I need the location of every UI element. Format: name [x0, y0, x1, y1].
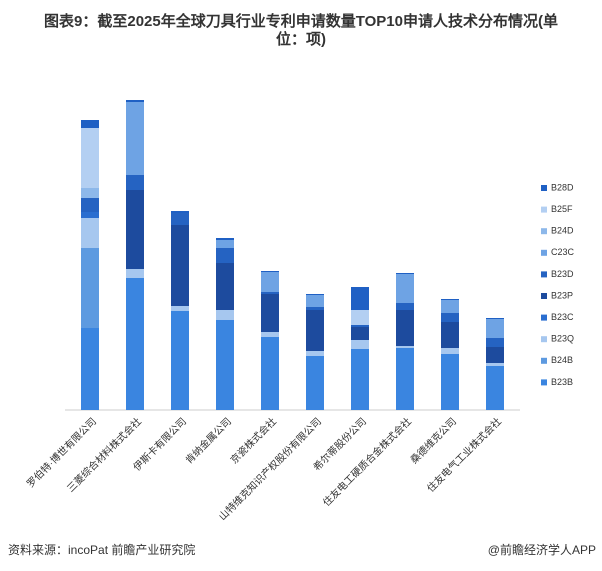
legend-label: B23B: [551, 377, 573, 387]
bar-segment: [216, 263, 234, 310]
bar-segment: [261, 292, 279, 294]
legend-swatch: [541, 379, 547, 386]
bar-segment: [351, 325, 369, 327]
bar-segment: [441, 299, 459, 300]
bar-segment: [81, 188, 99, 198]
source: 资料来源：incoPat 前瞻产业研究院: [8, 542, 195, 557]
bar-segment: [441, 348, 459, 354]
legend-swatch: [541, 314, 547, 321]
bar-segment: [351, 310, 369, 325]
bar-segment: [486, 338, 504, 347]
bar-segment: [441, 354, 459, 410]
bar-segment: [351, 287, 369, 310]
bar-segment: [81, 212, 99, 218]
legend-swatch: [541, 336, 547, 343]
bar-segment: [126, 102, 144, 175]
legend-label: B28D: [551, 182, 574, 192]
bar-segment: [126, 269, 144, 278]
x-tick-label: 肯纳金属公司: [182, 415, 234, 467]
bar-segment: [171, 213, 189, 225]
brand: @前瞻经济学人APP: [488, 542, 596, 557]
bar-segment: [306, 351, 324, 356]
legend-label: B23C: [551, 312, 574, 322]
bar-segment: [441, 300, 459, 313]
bar-segment: [81, 198, 99, 212]
bar-segment: [306, 310, 324, 351]
bar-segment: [486, 318, 504, 319]
bar-segment: [261, 337, 279, 410]
bar-segment: [81, 218, 99, 248]
bar-segment: [171, 311, 189, 410]
bar-segment: [351, 349, 369, 410]
legend-label: B24B: [551, 355, 573, 365]
bar-segment: [441, 322, 459, 348]
legend-label: B24D: [551, 226, 574, 236]
bar-segment: [171, 306, 189, 311]
x-tick-label: 桑德维克公司: [407, 415, 459, 467]
bar-segment: [396, 346, 414, 348]
bar-segment: [171, 211, 189, 213]
x-tick-label: 住友电工硬质合金株式会社: [320, 415, 414, 509]
x-tick-label: 三菱综合材料株式会社: [64, 415, 144, 495]
bar-segment: [171, 225, 189, 306]
bar-segment: [216, 320, 234, 410]
bar-segment: [306, 294, 324, 295]
x-tick-label: 住友电气工业株式会社: [424, 415, 504, 495]
bar-segment: [261, 272, 279, 292]
legend-label: B25F: [551, 204, 573, 214]
bar-segment: [216, 310, 234, 320]
bar-segment: [351, 327, 369, 340]
bar-segment: [486, 363, 504, 366]
bar-segment: [261, 294, 279, 332]
legend-label: C23C: [551, 247, 575, 257]
legend-swatch: [541, 293, 547, 299]
x-tick-label: 京瓷株式会社: [227, 415, 279, 467]
chart-title: 图表9：截至2025年全球刀具行业专利申请数量TOP10申请人技术分布情况(单位…: [44, 12, 558, 48]
bar-segment: [81, 128, 99, 188]
legend-label: B23P: [551, 290, 573, 300]
bar-segment: [216, 248, 234, 263]
legend-swatch: [541, 206, 547, 213]
bar-segment: [306, 356, 324, 410]
bar-segment: [216, 238, 234, 240]
legend-label: B23Q: [551, 334, 574, 344]
bar-segment: [126, 190, 144, 269]
legend-swatch: [541, 357, 547, 364]
bar-segment: [441, 313, 459, 322]
bar-segment: [486, 319, 504, 338]
legend-swatch: [541, 228, 547, 235]
bar-segment: [261, 271, 279, 272]
bar-segment: [216, 240, 234, 248]
bar-segment: [126, 278, 144, 410]
bar-segment: [396, 310, 414, 346]
legend-swatch: [541, 249, 547, 256]
bar-segment: [396, 348, 414, 410]
bar-segment: [306, 295, 324, 307]
bar-segment: [81, 120, 99, 128]
bar-segment: [351, 340, 369, 349]
bar-segment: [126, 100, 144, 102]
bar-segment: [396, 303, 414, 310]
legend-swatch: [541, 185, 547, 191]
bar-segment: [396, 273, 414, 274]
legend-label: B23D: [551, 269, 574, 279]
bar-segment: [396, 274, 414, 303]
bar-segment: [261, 332, 279, 337]
legend-swatch: [541, 271, 547, 278]
bar-segment: [306, 307, 324, 310]
bar-segment: [486, 366, 504, 410]
bar-segment: [126, 175, 144, 190]
bar-segment: [81, 328, 99, 410]
bar-segment: [81, 248, 99, 328]
bar-segment: [486, 347, 504, 363]
